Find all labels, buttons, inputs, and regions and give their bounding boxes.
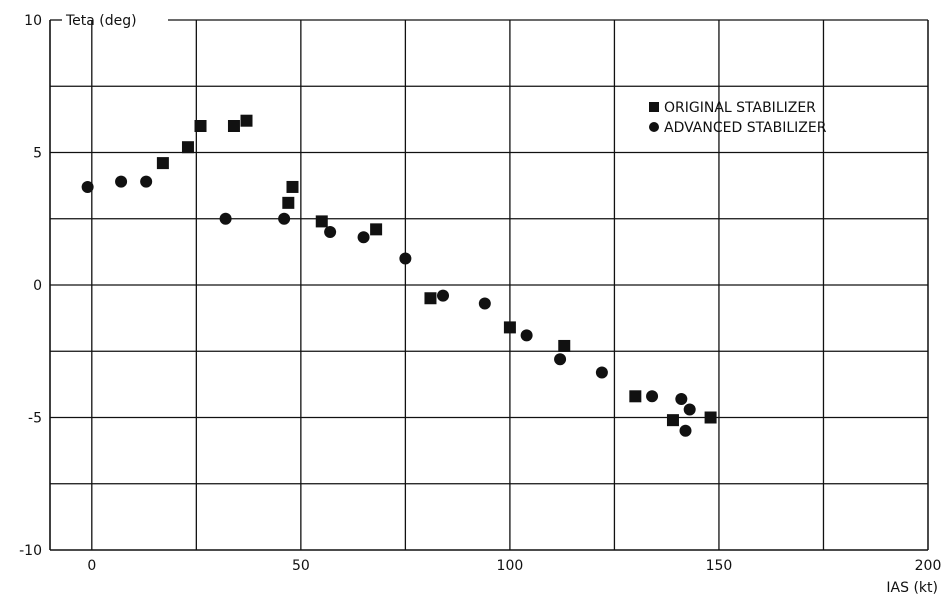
data-point-advanced-stabilizer: [478, 297, 491, 310]
x-tick-label: 100: [497, 558, 524, 574]
data-point-original-stabilizer: [240, 114, 253, 127]
legend-label: ADVANCED STABILIZER: [664, 120, 827, 136]
data-point-advanced-stabilizer: [520, 329, 533, 342]
data-point-original-stabilizer: [315, 215, 328, 228]
data-point-original-stabilizer: [558, 339, 571, 352]
data-points: [81, 114, 717, 437]
y-tick-label: -10: [19, 543, 42, 559]
data-point-original-stabilizer: [704, 411, 717, 424]
data-point-advanced-stabilizer: [646, 390, 659, 403]
data-point-advanced-stabilizer: [140, 175, 153, 188]
data-point-advanced-stabilizer: [595, 366, 608, 379]
y-tick-label: 10: [24, 13, 42, 29]
data-point-original-stabilizer: [227, 120, 240, 132]
x-tick-label: 150: [706, 558, 733, 574]
y-tick-label: 0: [33, 278, 42, 294]
data-point-original-stabilizer: [503, 321, 516, 334]
x-tick-label: 0: [87, 558, 96, 574]
data-point-original-stabilizer: [666, 414, 679, 427]
x-axis-title: IAS (kt): [886, 580, 938, 596]
data-point-advanced-stabilizer: [357, 231, 370, 244]
data-point-advanced-stabilizer: [399, 252, 412, 265]
data-point-advanced-stabilizer: [437, 289, 450, 302]
data-point-advanced-stabilizer: [675, 392, 688, 405]
data-point-original-stabilizer: [156, 157, 169, 170]
legend-marker-circle: [649, 122, 659, 132]
legend-marker-square: [649, 102, 659, 112]
y-tick-label: -5: [28, 411, 42, 427]
data-point-advanced-stabilizer: [324, 226, 337, 238]
grid: [49, 19, 929, 551]
data-point-original-stabilizer: [282, 196, 295, 209]
data-point-advanced-stabilizer: [554, 353, 567, 366]
data-point-original-stabilizer: [629, 390, 642, 403]
x-tick-label: 200: [915, 558, 942, 574]
data-point-original-stabilizer: [286, 180, 299, 193]
x-tick-label: 50: [292, 558, 310, 574]
data-point-advanced-stabilizer: [278, 212, 291, 225]
y-axis-title: Teta (deg): [65, 13, 137, 29]
data-point-advanced-stabilizer: [115, 175, 128, 188]
data-point-original-stabilizer: [424, 292, 437, 305]
y-tick-label: 5: [33, 146, 42, 162]
data-point-original-stabilizer: [181, 141, 194, 154]
legend: ORIGINAL STABILIZER ADVANCED STABILIZER: [649, 100, 827, 136]
data-point-advanced-stabilizer: [683, 403, 696, 416]
legend-label: ORIGINAL STABILIZER: [664, 100, 816, 116]
data-point-advanced-stabilizer: [219, 212, 232, 225]
tick-labels: 0 50 100 150 200 -10 -5 0 5 10: [19, 13, 941, 574]
data-point-original-stabilizer: [194, 120, 207, 132]
data-point-advanced-stabilizer: [679, 424, 692, 437]
data-point-advanced-stabilizer: [81, 180, 94, 193]
data-point-original-stabilizer: [370, 223, 383, 236]
